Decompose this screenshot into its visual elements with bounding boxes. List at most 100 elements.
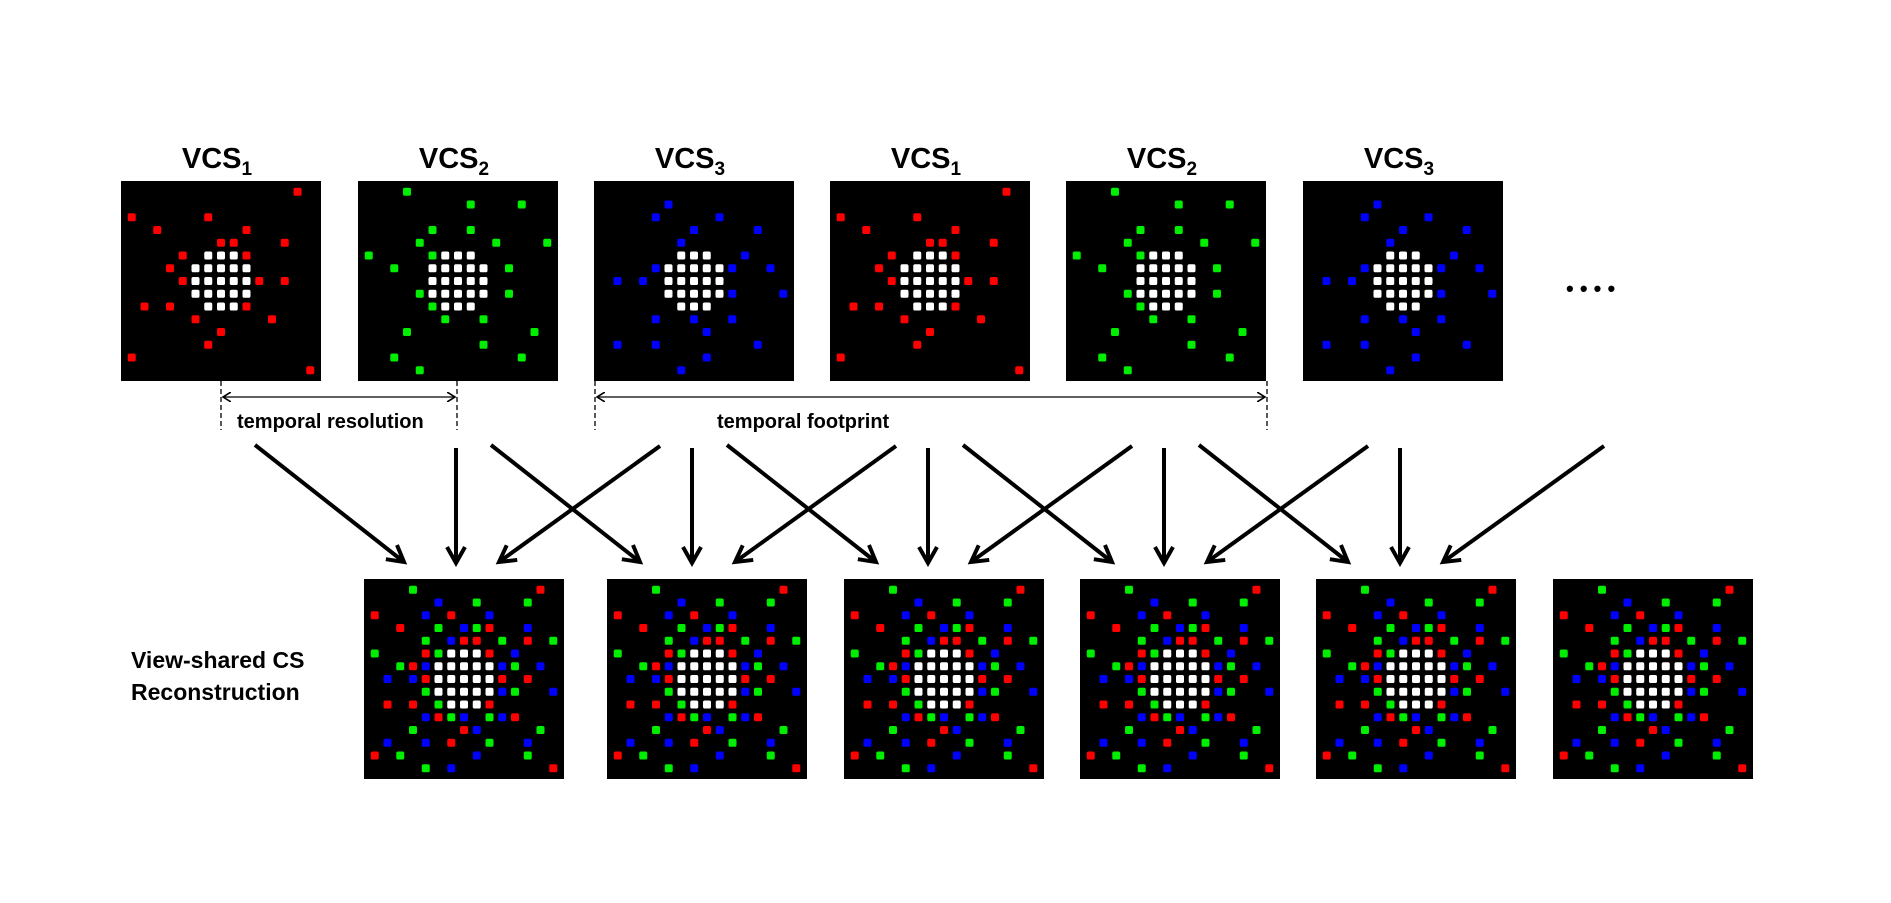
- center-sample: [702, 251, 711, 260]
- vcs1-sample: [1488, 585, 1497, 594]
- center-sample: [1201, 675, 1210, 683]
- vcs2-sample: [1399, 713, 1408, 722]
- vcs2-sample: [1086, 649, 1095, 658]
- center-sample: [1188, 675, 1197, 683]
- center-sample: [926, 251, 934, 260]
- center-sample: [913, 302, 922, 311]
- center-sample: [454, 264, 462, 273]
- center-sample: [1136, 277, 1145, 285]
- vcs2-sample: [1598, 726, 1606, 734]
- vcs1-sample: [754, 713, 762, 722]
- vcs1-sample: [1463, 713, 1471, 722]
- vcs2-sample: [1585, 662, 1594, 671]
- center-sample: [1162, 289, 1170, 298]
- vcs1-sample: [1125, 662, 1133, 671]
- center-sample: [1399, 675, 1408, 683]
- center-sample: [454, 289, 462, 298]
- center-sample: [428, 264, 437, 273]
- vcs1-sample: [1099, 700, 1108, 709]
- vcs2-sample: [1111, 187, 1119, 196]
- vcs3-sample: [702, 353, 711, 362]
- vcs1-sample: [1252, 585, 1261, 594]
- vcs1-sample: [485, 700, 494, 709]
- vcs3-sample: [1099, 738, 1108, 747]
- center-sample: [926, 277, 934, 285]
- vcs1-sample: [140, 302, 149, 311]
- center-sample: [715, 662, 724, 671]
- frame-title-main: VCS: [1127, 143, 1187, 175]
- vcs3-sample: [728, 264, 737, 273]
- vcs3-sample: [1335, 675, 1344, 683]
- vcs2-sample: [511, 662, 519, 671]
- vcs2-sample: [715, 624, 724, 632]
- center-sample: [1399, 302, 1407, 311]
- vcs1-sample: [1437, 700, 1446, 709]
- center-sample: [479, 277, 488, 285]
- center-sample: [428, 277, 437, 285]
- center-sample: [690, 302, 698, 311]
- vcs3-sample: [651, 213, 660, 222]
- arrow-diagonal-right: [1197, 443, 1348, 562]
- center-sample: [940, 700, 948, 709]
- center-sample: [485, 675, 494, 683]
- vcs2-sample: [1636, 713, 1645, 722]
- vcs1-sample: [242, 302, 251, 311]
- vcs2-sample: [876, 662, 885, 671]
- center-sample: [715, 675, 724, 683]
- vcs2-sample: [1361, 726, 1369, 734]
- vcs3-sample: [1322, 277, 1331, 285]
- vcs3-sample: [715, 751, 724, 760]
- center-sample: [952, 687, 961, 696]
- center-sample: [1150, 687, 1159, 696]
- vcs1-sample: [523, 636, 532, 645]
- vcs3-sample: [940, 624, 948, 632]
- vcs2-sample: [1373, 687, 1382, 696]
- vcs1-sample: [989, 277, 998, 285]
- vcs3-sample: [1137, 713, 1146, 722]
- center-sample: [472, 675, 481, 683]
- vcs3-sample: [753, 226, 762, 234]
- vcs2-sample: [1213, 289, 1221, 298]
- center-sample: [1150, 662, 1159, 671]
- vcs2-sample: [754, 687, 762, 696]
- center-sample: [940, 662, 948, 671]
- vcs1-sample: [1137, 649, 1146, 658]
- center-sample: [1623, 687, 1632, 696]
- vcs2-sample: [728, 738, 737, 747]
- vcs1-sample: [280, 277, 289, 285]
- center-sample: [690, 289, 698, 298]
- vcs1-sample: [1112, 624, 1121, 632]
- vcs1-sample: [549, 764, 558, 773]
- center-sample: [1188, 687, 1197, 696]
- vcs1-sample: [862, 226, 871, 234]
- vcs3-sample: [664, 713, 673, 722]
- vcs2-sample: [1123, 238, 1132, 247]
- vcs3-sample: [447, 636, 456, 645]
- vcs2-sample: [728, 713, 737, 722]
- vcs2-sample: [434, 700, 443, 709]
- vcs3-sample: [1649, 624, 1657, 632]
- vcs3-sample: [1661, 726, 1670, 734]
- vcs3-sample: [1188, 726, 1197, 734]
- vcs2-sample: [1386, 624, 1395, 632]
- vcs2-sample: [1610, 636, 1619, 645]
- vcs2-sample: [370, 649, 379, 658]
- vcs3-sample: [1475, 264, 1484, 273]
- center-sample: [913, 277, 922, 285]
- vcs3-sample: [766, 624, 775, 632]
- center-sample: [690, 700, 699, 709]
- vcs3-sample: [889, 675, 897, 683]
- center-sample: [454, 251, 462, 260]
- vcs3-sample: [1125, 675, 1133, 683]
- vcs2-sample: [415, 289, 424, 298]
- vcs2-sample: [1475, 751, 1484, 760]
- vcs2-sample: [677, 649, 686, 658]
- vcs2-sample: [1239, 751, 1248, 760]
- center-sample: [1424, 662, 1433, 671]
- vcs2-sample: [1227, 687, 1235, 696]
- vcs1-sample: [204, 340, 213, 349]
- vcs3-sample: [1475, 738, 1484, 747]
- vcs2-sample: [1136, 226, 1145, 234]
- vcs2-sample: [1610, 687, 1619, 696]
- center-sample: [1163, 700, 1172, 709]
